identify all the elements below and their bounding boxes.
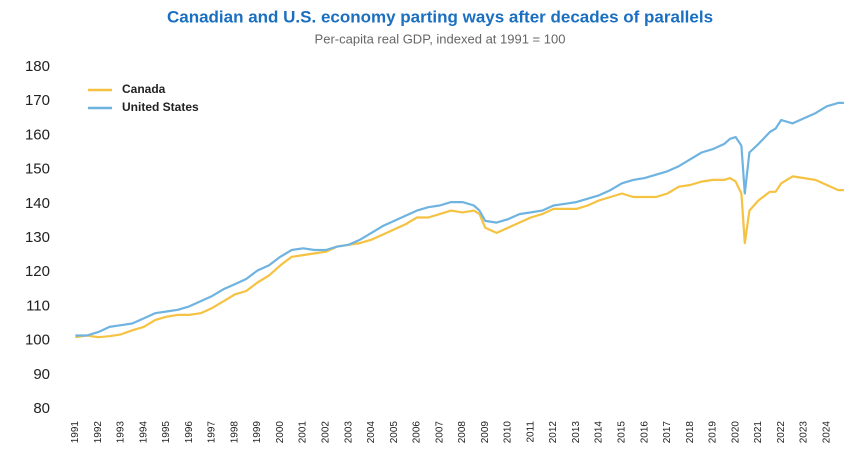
x-tick-label: 2018 [685, 421, 696, 444]
x-tick-label: 2007 [434, 421, 445, 444]
y-tick-label: 170 [25, 92, 50, 109]
x-tick-label: 1997 [207, 421, 218, 444]
x-tick-label: 2009 [480, 421, 491, 444]
x-tick-label: 2019 [708, 421, 719, 444]
x-tick-label: 2008 [457, 421, 468, 444]
y-tick-label: 160 [25, 126, 50, 143]
x-tick-label: 1994 [138, 421, 149, 444]
x-tick-label: 1995 [161, 421, 172, 444]
y-tick-label: 110 [26, 297, 50, 314]
legend-label: United States [122, 100, 199, 114]
x-tick-label: 2013 [571, 421, 582, 444]
x-tick-label: 1996 [184, 421, 195, 444]
x-tick-label: 2000 [275, 421, 286, 444]
chart-title: Canadian and U.S. economy parting ways a… [167, 7, 713, 26]
x-tick-label: 2005 [389, 421, 400, 444]
x-tick-label: 2014 [594, 421, 605, 444]
y-tick-label: 150 [25, 161, 50, 178]
x-tick-label: 2001 [298, 421, 309, 444]
x-tick-label: 2003 [343, 421, 354, 444]
x-tick-label: 2020 [730, 421, 741, 444]
x-tick-label: 1998 [229, 421, 240, 444]
x-tick-label: 2004 [366, 421, 377, 444]
y-tick-label: 120 [25, 263, 50, 280]
x-tick-label: 2010 [503, 421, 514, 444]
y-tick-label: 140 [25, 195, 50, 212]
y-tick-label: 80 [33, 400, 50, 417]
x-tick-label: 2022 [776, 421, 787, 444]
x-tick-label: 2006 [412, 421, 423, 444]
x-tick-label: 2015 [616, 421, 627, 444]
x-tick-label: 2021 [753, 421, 764, 444]
y-tick-label: 130 [25, 229, 50, 246]
x-tick-label: 2011 [525, 421, 536, 443]
x-tick-label: 1991 [70, 421, 81, 444]
x-tick-label: 2023 [799, 421, 810, 444]
x-tick-label: 1993 [116, 421, 127, 444]
x-tick-label: 2012 [548, 421, 559, 444]
x-tick-label: 1999 [252, 421, 263, 444]
line-series [75, 101, 844, 337]
chart-subtitle: Per-capita real GDP, indexed at 1991 = 1… [315, 31, 566, 46]
x-tick-label: 1992 [93, 421, 104, 444]
y-tick-label: 100 [25, 332, 50, 349]
legend-label: Canada [122, 82, 166, 96]
x-tick-label: 2016 [639, 421, 650, 444]
y-tick-label: 180 [25, 58, 50, 75]
y-tick-label: 90 [33, 366, 50, 383]
x-tick-label: 2002 [320, 421, 331, 444]
line-series [75, 175, 844, 339]
x-tick-label: 2024 [821, 421, 832, 444]
x-tick-label: 2017 [662, 421, 673, 444]
